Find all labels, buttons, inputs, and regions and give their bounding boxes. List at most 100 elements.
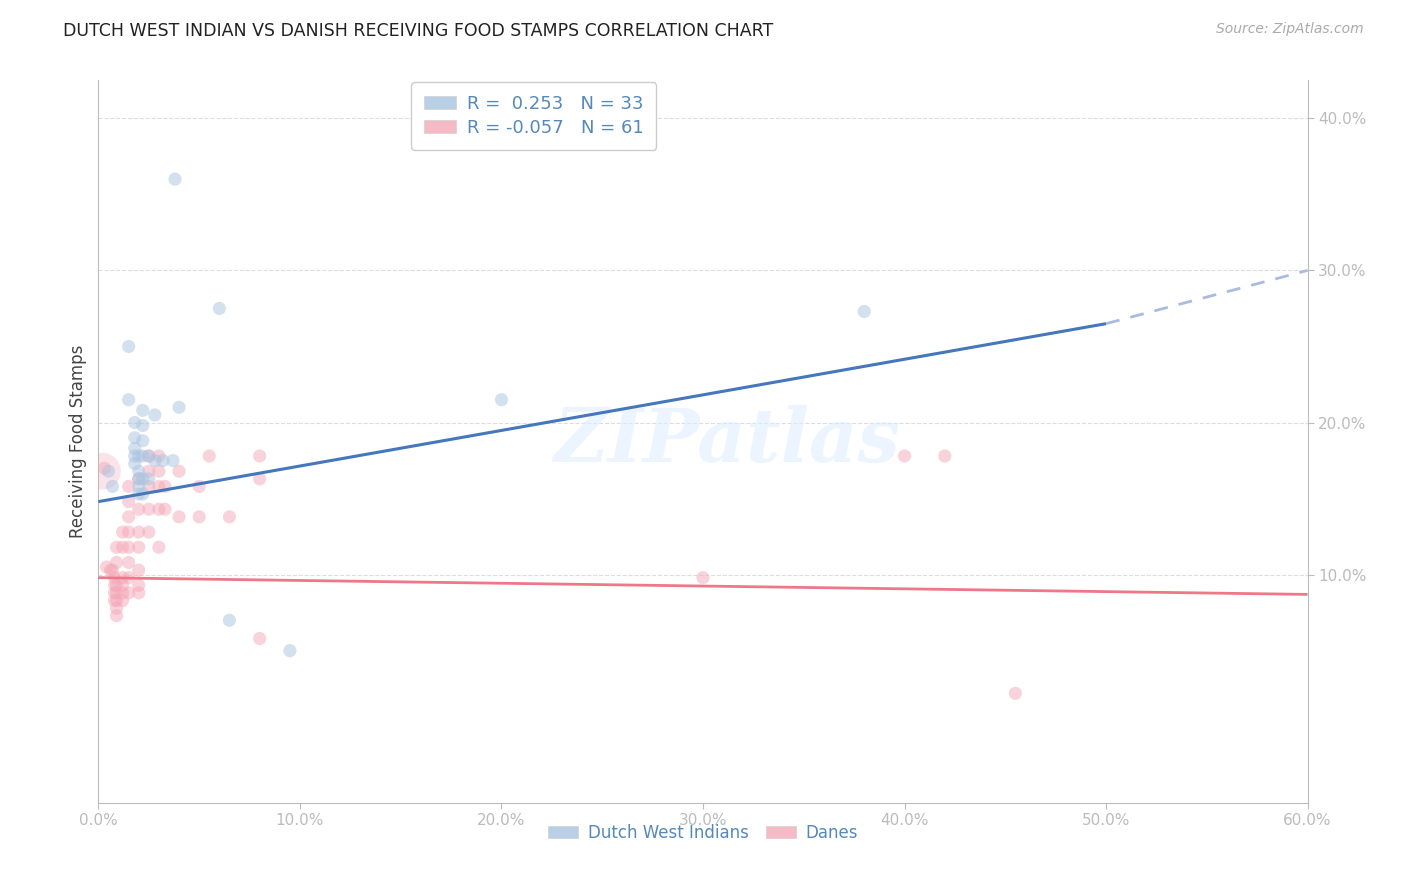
Point bbox=[124, 457, 146, 471]
Point bbox=[218, 509, 240, 524]
Point bbox=[128, 479, 150, 493]
Point bbox=[143, 408, 166, 422]
Point bbox=[218, 613, 240, 627]
Point bbox=[153, 479, 176, 493]
Point bbox=[128, 464, 150, 478]
Point bbox=[167, 509, 190, 524]
Point bbox=[111, 571, 134, 585]
Point bbox=[118, 494, 141, 508]
Point bbox=[853, 304, 876, 318]
Legend: Dutch West Indians, Danes: Dutch West Indians, Danes bbox=[541, 817, 865, 848]
Point bbox=[93, 461, 115, 475]
Point bbox=[143, 453, 166, 467]
Point bbox=[128, 578, 150, 592]
Point bbox=[105, 586, 128, 600]
Point bbox=[148, 464, 170, 478]
Point bbox=[118, 556, 141, 570]
Text: DUTCH WEST INDIAN VS DANISH RECEIVING FOOD STAMPS CORRELATION CHART: DUTCH WEST INDIAN VS DANISH RECEIVING FO… bbox=[63, 22, 773, 40]
Point bbox=[128, 502, 150, 516]
Point bbox=[111, 541, 134, 555]
Point bbox=[118, 479, 141, 493]
Point bbox=[128, 563, 150, 577]
Point bbox=[124, 442, 146, 456]
Point bbox=[105, 608, 128, 623]
Point bbox=[128, 487, 150, 501]
Point bbox=[105, 593, 128, 607]
Point bbox=[138, 502, 160, 516]
Point bbox=[128, 524, 150, 539]
Point bbox=[692, 571, 714, 585]
Point bbox=[118, 392, 141, 407]
Point bbox=[163, 172, 186, 186]
Point bbox=[105, 578, 128, 592]
Point bbox=[138, 524, 160, 539]
Point bbox=[101, 479, 124, 493]
Point bbox=[132, 434, 155, 448]
Point bbox=[148, 502, 170, 516]
Point bbox=[148, 479, 170, 493]
Point bbox=[100, 563, 122, 577]
Point bbox=[132, 472, 155, 486]
Point bbox=[128, 541, 150, 555]
Point bbox=[124, 431, 146, 445]
Point bbox=[132, 487, 155, 501]
Point bbox=[893, 449, 915, 463]
Point bbox=[124, 449, 146, 463]
Point bbox=[105, 541, 128, 555]
Point bbox=[128, 472, 150, 486]
Point bbox=[138, 449, 160, 463]
Point bbox=[118, 509, 141, 524]
Point bbox=[491, 392, 513, 407]
Point bbox=[128, 449, 150, 463]
Point bbox=[103, 593, 125, 607]
Point bbox=[118, 571, 141, 585]
Point bbox=[132, 418, 155, 433]
Point bbox=[96, 560, 118, 574]
Point bbox=[167, 464, 190, 478]
Point bbox=[111, 524, 134, 539]
Point bbox=[152, 453, 174, 467]
Point bbox=[101, 563, 124, 577]
Point bbox=[103, 586, 125, 600]
Point bbox=[103, 578, 125, 592]
Point bbox=[148, 541, 170, 555]
Point bbox=[118, 524, 141, 539]
Point bbox=[162, 453, 184, 467]
Point bbox=[118, 541, 141, 555]
Point bbox=[249, 472, 271, 486]
Point bbox=[249, 449, 271, 463]
Point bbox=[105, 556, 128, 570]
Point bbox=[118, 586, 141, 600]
Point bbox=[188, 479, 211, 493]
Text: Source: ZipAtlas.com: Source: ZipAtlas.com bbox=[1216, 22, 1364, 37]
Point bbox=[934, 449, 956, 463]
Point bbox=[124, 416, 146, 430]
Point bbox=[111, 593, 134, 607]
Text: ZIPatlas: ZIPatlas bbox=[554, 405, 901, 478]
Point bbox=[198, 449, 221, 463]
Y-axis label: Receiving Food Stamps: Receiving Food Stamps bbox=[69, 345, 87, 538]
Point bbox=[188, 509, 211, 524]
Point bbox=[132, 403, 155, 417]
Point bbox=[111, 586, 134, 600]
Point bbox=[1004, 686, 1026, 700]
Point bbox=[138, 464, 160, 478]
Point bbox=[103, 571, 125, 585]
Point bbox=[118, 339, 141, 353]
Point bbox=[153, 502, 176, 516]
Point bbox=[249, 632, 271, 646]
Point bbox=[208, 301, 231, 316]
Point bbox=[278, 643, 301, 657]
Point bbox=[128, 586, 150, 600]
Point bbox=[91, 464, 114, 478]
Point bbox=[138, 449, 160, 463]
Point bbox=[138, 479, 160, 493]
Point bbox=[111, 578, 134, 592]
Point bbox=[167, 401, 190, 415]
Point bbox=[105, 601, 128, 615]
Point bbox=[132, 449, 155, 463]
Point bbox=[148, 449, 170, 463]
Point bbox=[128, 472, 150, 486]
Point bbox=[97, 464, 120, 478]
Point bbox=[138, 472, 160, 486]
